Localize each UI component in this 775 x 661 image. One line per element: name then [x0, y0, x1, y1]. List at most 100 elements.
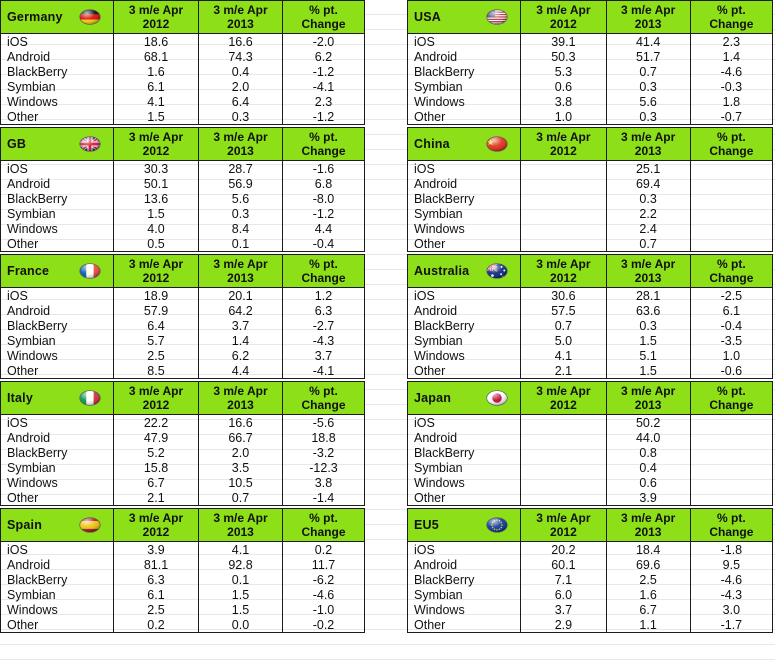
value-2012-cell: 3.7 — [520, 602, 607, 617]
value-change-cell: 1.0 — [690, 348, 774, 363]
col-header-change-line2: Change — [301, 17, 346, 31]
col-header-change-line1: % pt. — [309, 3, 338, 17]
table-row: Android 57.9 64.2 6.3 — [0, 303, 365, 318]
os-name-cell: Other — [406, 617, 522, 633]
country-name-label: Australia — [414, 264, 470, 278]
os-name-cell: Symbian — [406, 587, 522, 602]
value-2013-cell: 66.7 — [198, 430, 283, 445]
value-2012-cell: 2.1 — [113, 490, 199, 506]
value-2013-cell: 0.1 — [198, 236, 283, 252]
table-row: Android 47.9 66.7 18.8 — [0, 430, 365, 445]
value-2012-cell: 15.8 — [113, 460, 199, 475]
col-header-2012: 3 m/e Apr 2012 — [520, 254, 607, 288]
value-2013-cell: 0.3 — [606, 191, 691, 206]
value-2012-cell: 2.5 — [113, 602, 199, 617]
value-2012-cell: 2.9 — [520, 617, 607, 633]
os-name-cell: iOS — [0, 541, 114, 557]
value-2013-cell: 1.6 — [606, 587, 691, 602]
value-2013-cell: 0.4 — [606, 460, 691, 475]
value-change-cell: -4.1 — [282, 363, 365, 379]
os-name-cell: iOS — [0, 33, 114, 49]
os-name-cell: Symbian — [0, 460, 114, 475]
col-header-2013-line2: 2013 — [634, 17, 662, 31]
table-row: Windows 6.7 10.5 3.8 — [0, 475, 365, 490]
col-header-2013: 3 m/e Apr 2013 — [198, 508, 283, 542]
country-name-label: EU5 — [414, 518, 439, 532]
os-name-cell: Symbian — [406, 206, 522, 221]
col-header-change-line1: % pt. — [309, 384, 338, 398]
value-change-cell: 9.5 — [690, 557, 774, 572]
col-header-2013: 3 m/e Apr 2013 — [605, 254, 691, 288]
os-name-cell: BlackBerry — [406, 445, 522, 460]
value-change-cell: -0.4 — [282, 236, 365, 252]
value-2013-cell: 28.1 — [606, 287, 691, 303]
value-change-cell: -4.3 — [690, 587, 774, 602]
flag-italy-icon — [77, 389, 103, 407]
value-2012-cell: 3.8 — [520, 94, 607, 109]
col-header-2013-line1: 3 m/e Apr — [621, 511, 676, 525]
os-name-cell: Android — [406, 176, 522, 191]
value-2012-cell: 7.1 — [520, 572, 607, 587]
value-2013-cell: 18.4 — [606, 541, 691, 557]
table-header-row: China 3 m/e Apr 2012 3 m/e Apr 2013% pt. Chan… — [406, 127, 774, 161]
value-2012-cell: 6.4 — [113, 318, 199, 333]
value-change-cell: -4.6 — [690, 64, 774, 79]
col-header-2013-line1: 3 m/e Apr — [621, 130, 676, 144]
col-header-change: % pt. Change — [689, 0, 774, 34]
os-name-cell: Android — [406, 303, 522, 318]
os-name-cell: BlackBerry — [0, 572, 114, 587]
col-header-2013: 3 m/e Apr 2013 — [605, 508, 691, 542]
os-name-cell: iOS — [406, 414, 522, 430]
value-change-cell — [690, 414, 774, 430]
value-2013-cell: 0.3 — [606, 109, 691, 125]
value-2013-cell: 16.6 — [198, 414, 283, 430]
value-2012-cell: 30.6 — [520, 287, 607, 303]
os-name-cell: iOS — [406, 160, 522, 176]
value-2012-cell: 2.5 — [113, 348, 199, 363]
value-2012-cell: 2.1 — [520, 363, 607, 379]
value-2013-cell: 0.3 — [606, 79, 691, 94]
value-change-cell — [690, 160, 774, 176]
value-change-cell — [690, 191, 774, 206]
table-row: Symbian 15.8 3.5 -12.3 — [0, 460, 365, 475]
os-name-cell: Windows — [406, 94, 522, 109]
value-change-cell: 6.2 — [282, 49, 365, 64]
table-row: Windows 0.6 — [406, 475, 774, 490]
col-header-change-line2: Change — [301, 525, 346, 539]
value-2013-cell: 6.2 — [198, 348, 283, 363]
os-name-cell: Android — [0, 49, 114, 64]
value-change-cell — [690, 460, 774, 475]
value-2012-cell — [520, 445, 607, 460]
col-header-change: % pt. Change — [689, 508, 774, 542]
value-change-cell: 3.8 — [282, 475, 365, 490]
table-row: Symbian 5.0 1.5 -3.5 — [406, 333, 774, 348]
value-2012-cell: 8.5 — [113, 363, 199, 379]
os-name-cell: Windows — [0, 94, 114, 109]
os-name-cell: iOS — [0, 160, 114, 176]
country-table-italy: Italy 3 m/e Apr 2012 3 m/e Apr 2013% pt. Chan… — [0, 381, 365, 506]
value-2013-cell: 5.6 — [606, 94, 691, 109]
os-name-cell: Symbian — [0, 79, 114, 94]
os-name-cell: Android — [406, 557, 522, 572]
value-change-cell: -1.6 — [282, 160, 365, 176]
value-2012-cell: 5.3 — [520, 64, 607, 79]
value-2013-cell: 0.3 — [198, 109, 283, 125]
value-change-cell: -3.5 — [690, 333, 774, 348]
table-row: Android 68.1 74.3 6.2 — [0, 49, 365, 64]
table-row: Windows 3.7 6.7 3.0 — [406, 602, 774, 617]
os-name-cell: BlackBerry — [406, 191, 522, 206]
value-2012-cell: 50.1 — [113, 176, 199, 191]
value-change-cell: -3.2 — [282, 445, 365, 460]
os-name-cell: Other — [406, 236, 522, 252]
value-2012-cell — [520, 490, 607, 506]
col-header-2012-line1: 3 m/e Apr — [128, 130, 184, 144]
os-name-cell: Other — [406, 490, 522, 506]
table-row: iOS 20.2 18.4 -1.8 — [406, 541, 774, 557]
os-name-cell: Symbian — [0, 587, 114, 602]
table-row: BlackBerry 7.1 2.5 -4.6 — [406, 572, 774, 587]
value-change-cell: -4.6 — [282, 587, 365, 602]
value-2013-cell: 0.1 — [198, 572, 283, 587]
country-table-japan: Japan 3 m/e Apr 2012 3 m/e Apr 2013% pt. Chan… — [406, 381, 774, 506]
country-header-cell: Germany — [0, 0, 114, 34]
col-header-2012-line2: 2012 — [142, 525, 170, 539]
